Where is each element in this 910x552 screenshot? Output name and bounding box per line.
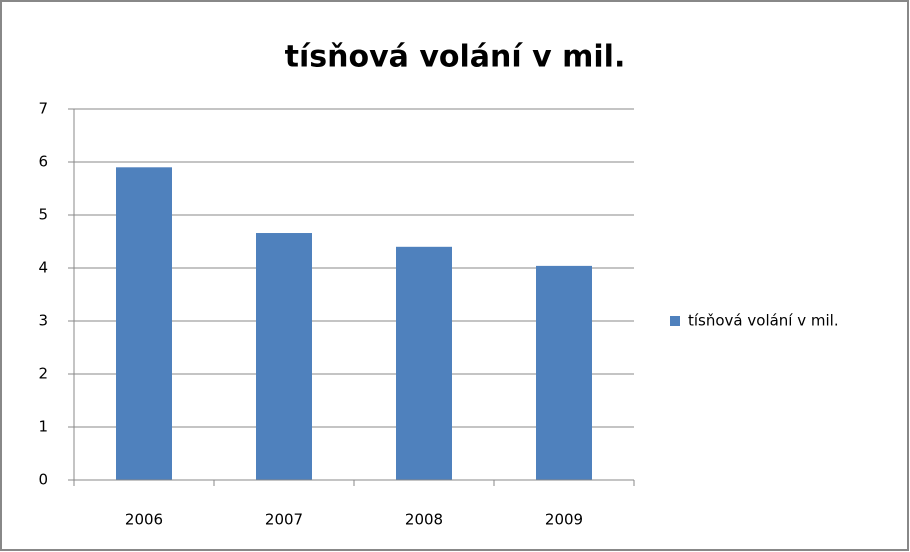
y-tick-label: 5	[38, 206, 48, 224]
y-tick-label: 6	[38, 153, 48, 171]
y-tick-label: 7	[38, 100, 48, 118]
x-tick-label: 2008	[405, 511, 443, 529]
x-tick-label: 2006	[125, 511, 163, 529]
y-tick-label: 1	[38, 418, 48, 436]
y-tick-label: 3	[38, 312, 48, 330]
legend-label: tísňová volání v mil.	[688, 312, 839, 330]
bar	[116, 167, 172, 481]
bar	[396, 246, 452, 480]
chart-title: tísňová volání v mil.	[285, 40, 626, 75]
bar	[536, 265, 592, 480]
x-tick-label: 2007	[265, 511, 303, 529]
bar	[256, 233, 312, 480]
x-tick-label: 2009	[545, 511, 583, 529]
y-tick-label: 0	[38, 471, 48, 489]
legend-swatch	[670, 316, 680, 326]
y-tick-label: 4	[38, 259, 48, 277]
y-tick-label: 2	[38, 365, 48, 383]
